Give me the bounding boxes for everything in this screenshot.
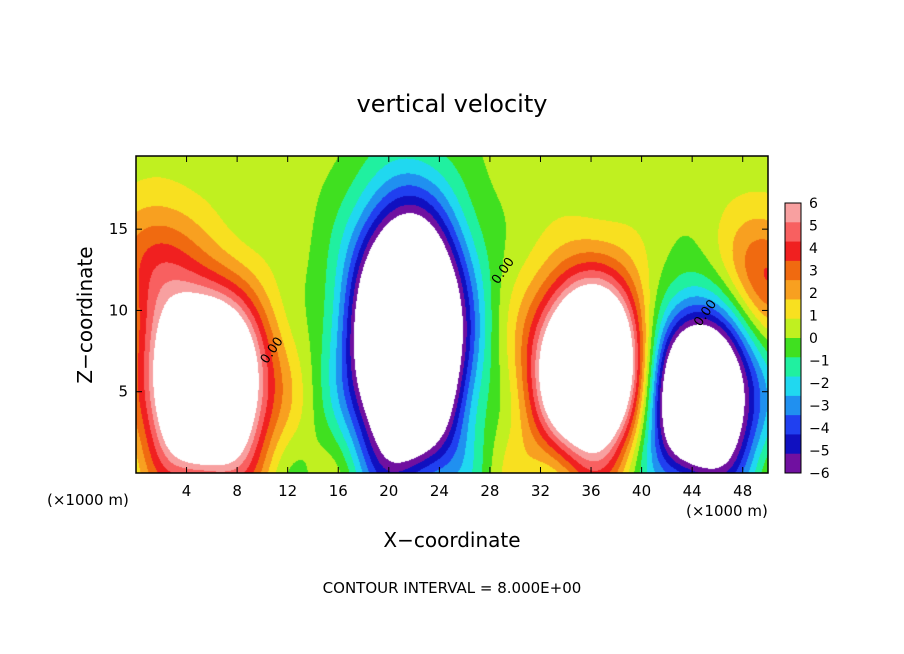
plot-frame [135, 155, 769, 474]
colorbar-tick-label: 6 [809, 196, 818, 212]
x-tick-label: 24 [430, 482, 449, 500]
x-tick-label: 12 [278, 482, 297, 500]
colorbar-swatch [785, 453, 801, 474]
x-unit-right: (×1000 m) [686, 502, 768, 520]
colorbar-swatch [785, 299, 801, 320]
colorbar-swatch [785, 203, 801, 223]
x-tick-label: 36 [581, 482, 600, 500]
colorbar: 6 5 4 3 2 1 0 −1 −2 −3 −4 −5 −6 [784, 196, 830, 482]
y-axis-ticks: 5 10 15 [109, 220, 768, 401]
colorbar-tick-label: 2 [809, 286, 818, 302]
x-unit-left: (×1000 m) [47, 491, 129, 509]
y-tick-label: 10 [109, 301, 128, 319]
colorbar-tick-label: 3 [809, 264, 818, 280]
colorbar-swatch [785, 415, 801, 435]
colorbar-swatch [785, 338, 801, 358]
plot-area: 0.000.000.00 4 8 12 16 20 24 28 32 36 40 44 48 5101… [109, 155, 769, 500]
contour-interval-note: CONTOUR INTERVAL = 8.000E+00 [323, 579, 582, 597]
x-tick-label: 28 [480, 482, 499, 500]
colorbar-swatch [785, 280, 801, 300]
x-tick-label: 20 [379, 482, 398, 500]
x-tick-label: 4 [182, 482, 192, 500]
y-tick-label: 15 [109, 220, 128, 238]
x-tick-label: 8 [232, 482, 242, 500]
colorbar-swatch [785, 434, 801, 455]
colorbar-swatch [785, 376, 801, 397]
colorbar-swatch [785, 241, 801, 262]
colorbar-swatch [785, 260, 801, 281]
colorbar-tick-label: −4 [809, 421, 830, 437]
colorbar-swatch [785, 395, 801, 416]
colorbar-swatch [785, 357, 801, 378]
colorbar-swatch [785, 222, 801, 243]
colorbar-tick-label: 0 [809, 331, 818, 347]
x-tick-label: 16 [329, 482, 348, 500]
y-axis-label: Z−coordinate [73, 246, 97, 383]
x-axis-ticks: 4 8 12 16 20 24 28 32 36 40 44 48 [182, 156, 752, 500]
colorbar-tick-label: −6 [809, 466, 830, 482]
x-tick-label: 32 [531, 482, 550, 500]
colorbar-tick-label: −1 [809, 354, 830, 370]
colorbar-tick-label: 5 [809, 219, 818, 235]
x-tick-label: 40 [632, 482, 651, 500]
chart-title: vertical velocity [357, 90, 548, 118]
colorbar-swatch [785, 318, 801, 339]
colorbar-tick-label: −3 [809, 399, 830, 415]
colorbar-tick-label: 1 [809, 309, 818, 325]
x-tick-label: 48 [733, 482, 752, 500]
colorbar-tick-label: −2 [809, 376, 830, 392]
colorbar-frame [784, 202, 802, 474]
y-tick-label: 5 [118, 383, 128, 401]
x-tick-label: 44 [683, 482, 702, 500]
colorbar-tick-label: −5 [809, 444, 830, 460]
colorbar-tick-label: 4 [809, 241, 818, 257]
x-axis-label: X−coordinate [383, 528, 520, 552]
velocity-field [136, 156, 768, 473]
